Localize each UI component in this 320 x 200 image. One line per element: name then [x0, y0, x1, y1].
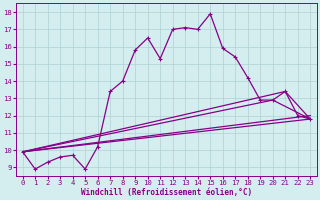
- X-axis label: Windchill (Refroidissement éolien,°C): Windchill (Refroidissement éolien,°C): [81, 188, 252, 197]
